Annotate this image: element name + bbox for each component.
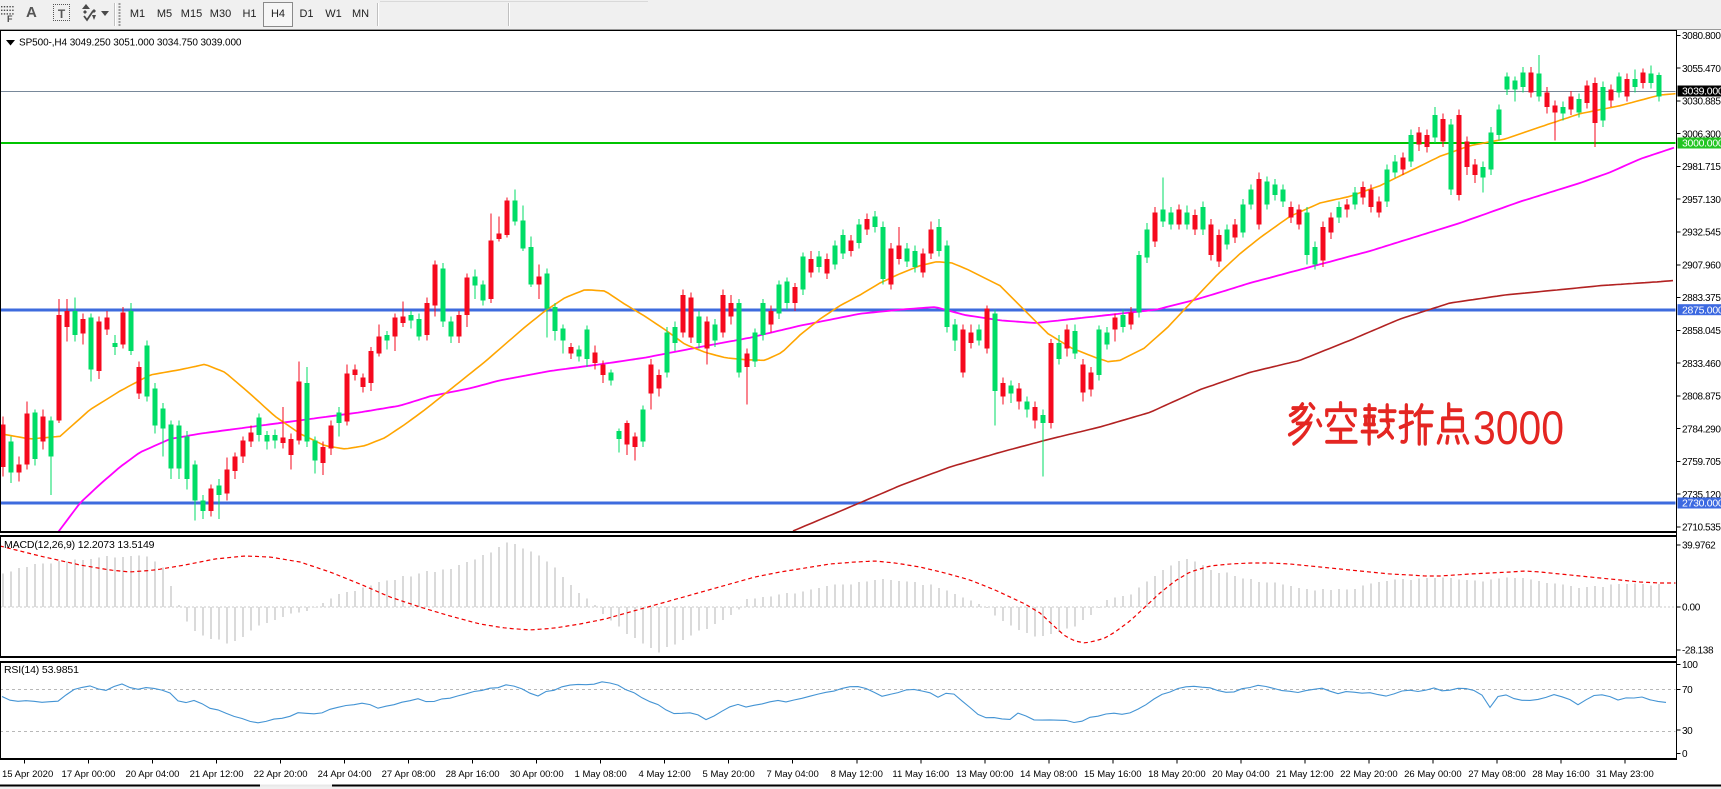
svg-text:0: 0 [1682, 749, 1688, 760]
svg-text:14 May 08:00: 14 May 08:00 [1020, 769, 1078, 780]
svg-text:RSI(14) 53.9851: RSI(14) 53.9851 [4, 664, 79, 676]
svg-text:MACD(12,26,9) 12.2073 13.5149: MACD(12,26,9) 12.2073 13.5149 [4, 539, 155, 551]
svg-text:21 Apr 12:00: 21 Apr 12:00 [190, 769, 244, 780]
svg-text:3080.800: 3080.800 [1682, 31, 1721, 42]
svg-text:15 May 16:00: 15 May 16:00 [1084, 769, 1142, 780]
svg-text:21 May 12:00: 21 May 12:00 [1276, 769, 1334, 780]
svg-text:18 May 20:00: 18 May 20:00 [1148, 769, 1206, 780]
svg-text:2784.290: 2784.290 [1682, 424, 1721, 435]
svg-text:4 May 12:00: 4 May 12:00 [639, 769, 691, 780]
svg-text:3006.300: 3006.300 [1682, 129, 1721, 140]
svg-text:2710.535: 2710.535 [1682, 523, 1721, 534]
svg-text:70: 70 [1682, 685, 1693, 696]
svg-text:2808.875: 2808.875 [1682, 392, 1721, 403]
svg-text:5 May 20:00: 5 May 20:00 [703, 769, 755, 780]
svg-text:39.9762: 39.9762 [1682, 541, 1716, 552]
svg-text:27 May 08:00: 27 May 08:00 [1468, 769, 1526, 780]
svg-text:28 May 16:00: 28 May 16:00 [1532, 769, 1590, 780]
svg-text:SP500-,H4 3049.250 3051.000 3: SP500-,H4 3049.250 3051.000 3034.750 303… [19, 38, 242, 49]
svg-text:1 May 08:00: 1 May 08:00 [575, 769, 627, 780]
svg-text:2957.130: 2957.130 [1682, 195, 1721, 206]
svg-text:22 Apr 20:00: 22 Apr 20:00 [254, 769, 308, 780]
svg-text:28 Apr 16:00: 28 Apr 16:00 [446, 769, 500, 780]
svg-text:2875.000: 2875.000 [1682, 304, 1721, 316]
svg-text:100: 100 [1682, 660, 1698, 671]
svg-text:3039.000: 3039.000 [1682, 86, 1721, 98]
svg-text:2735.120: 2735.120 [1682, 490, 1721, 501]
svg-text:22 May 20:00: 22 May 20:00 [1340, 769, 1398, 780]
svg-text:2730.000: 2730.000 [1682, 498, 1721, 510]
svg-text:17 Apr 00:00: 17 Apr 00:00 [62, 769, 116, 780]
svg-text:8 May 12:00: 8 May 12:00 [831, 769, 883, 780]
svg-text:3030.885: 3030.885 [1682, 97, 1721, 108]
svg-text:2883.375: 2883.375 [1682, 293, 1721, 304]
svg-text:3000.000: 3000.000 [1682, 138, 1721, 150]
svg-text:3000: 3000 [1473, 401, 1564, 454]
svg-text:2932.545: 2932.545 [1682, 228, 1721, 239]
svg-text:13 May 00:00: 13 May 00:00 [956, 769, 1014, 780]
svg-text:7 May 04:00: 7 May 04:00 [767, 769, 819, 780]
svg-text:24 Apr 04:00: 24 Apr 04:00 [318, 769, 372, 780]
svg-text:11 May 16:00: 11 May 16:00 [892, 769, 949, 780]
svg-text:31 May 23:00: 31 May 23:00 [1596, 769, 1654, 780]
svg-text:3055.470: 3055.470 [1682, 64, 1721, 75]
svg-text:-28.138: -28.138 [1682, 646, 1714, 657]
svg-text:2759.705: 2759.705 [1682, 457, 1721, 468]
svg-text:15 Apr 2020: 15 Apr 2020 [2, 769, 53, 780]
svg-text:2907.960: 2907.960 [1682, 261, 1721, 272]
svg-text:30 Apr 00:00: 30 Apr 00:00 [510, 769, 564, 780]
svg-text:27 Apr 08:00: 27 Apr 08:00 [382, 769, 436, 780]
svg-text:2858.045: 2858.045 [1682, 326, 1721, 337]
svg-text:26 May 00:00: 26 May 00:00 [1404, 769, 1462, 780]
svg-text:0.00: 0.00 [1682, 603, 1701, 614]
svg-text:2833.460: 2833.460 [1682, 359, 1721, 370]
svg-text:30: 30 [1682, 726, 1693, 737]
svg-text:20 May 04:00: 20 May 04:00 [1212, 769, 1270, 780]
svg-text:20 Apr 04:00: 20 Apr 04:00 [126, 769, 180, 780]
svg-text:2981.715: 2981.715 [1682, 162, 1721, 173]
svg-text:F: F [7, 14, 13, 23]
